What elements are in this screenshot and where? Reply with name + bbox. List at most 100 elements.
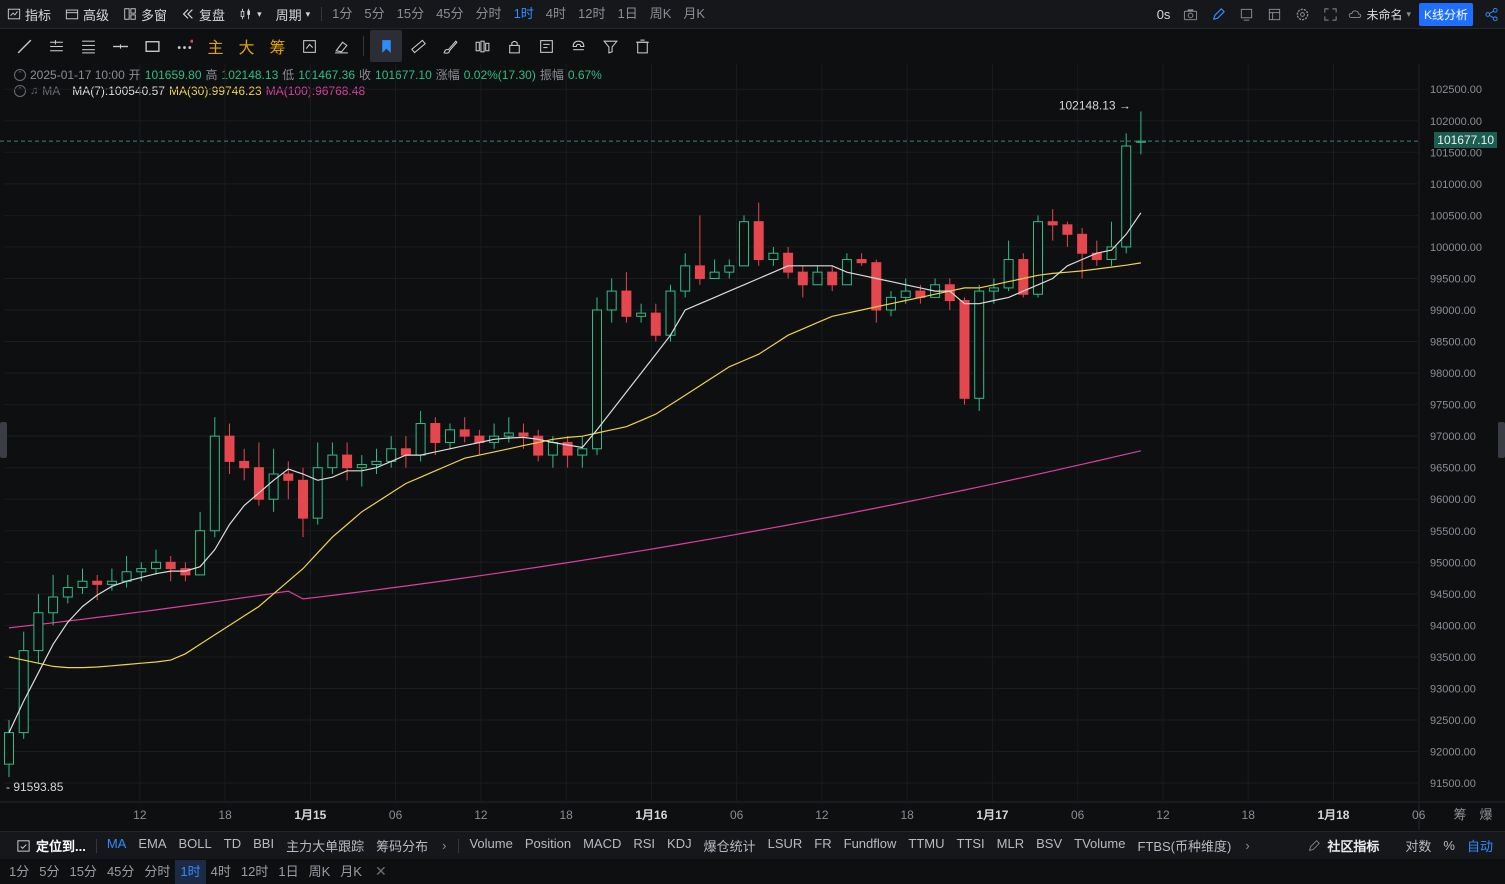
main-indicator-6[interactable]: 筹码分布 [376, 839, 429, 854]
sub-indicator-11[interactable]: MLR [996, 836, 1025, 851]
bell-icon[interactable]: ♫ [30, 85, 39, 97]
sub-indicator-14[interactable]: FTBS(币种维度) [1137, 839, 1232, 854]
sub-indicator-5[interactable]: 爆仓统计 [703, 839, 756, 854]
main-indicator-5[interactable]: 主力大单跟踪 [286, 839, 365, 854]
timeframe-tab-9[interactable]: 周K [649, 6, 672, 21]
trendline-tool-icon[interactable] [8, 30, 40, 62]
main-indicator-1[interactable]: EMA [138, 836, 167, 851]
period-dropdown[interactable]: 周期 ▾ [269, 0, 318, 28]
more-tools-icon[interactable] [168, 30, 200, 62]
sub-indicator-12[interactable]: BSV [1036, 836, 1063, 851]
sub-indicator-9[interactable]: TTMU [908, 836, 945, 851]
timeframe-tab-10[interactable]: 月K [683, 6, 706, 21]
rectangle-tool-icon[interactable] [136, 30, 168, 62]
community-indicator-button[interactable]: 社区指标 [1327, 839, 1380, 854]
edit-icon[interactable] [1307, 839, 1321, 853]
sub-indicator-3[interactable]: RSI [633, 836, 656, 851]
advanced-button[interactable]: 高级 [58, 0, 116, 28]
main-indicator-2[interactable]: BOLL [178, 836, 212, 851]
chip-toggle[interactable]: 筹 [269, 40, 286, 57]
sub-indicator-2[interactable]: MACD [583, 836, 622, 851]
timeframe-tab-5[interactable]: 1时 [513, 6, 534, 21]
bottom-timeframe-tab-8[interactable]: 1日 [278, 863, 299, 879]
brush-icon[interactable] [434, 30, 466, 62]
candle-body [518, 432, 529, 437]
filter-icon[interactable] [594, 30, 626, 62]
eraser-tool-icon[interactable] [325, 30, 357, 62]
main-indicator-0[interactable]: MA [106, 836, 127, 851]
main-indicator-3[interactable]: TD [223, 836, 242, 851]
template-icon[interactable] [1260, 0, 1288, 28]
collapse-icon[interactable]: ⌃ [14, 68, 26, 81]
log-scale-toggle[interactable]: 对数 [1405, 839, 1432, 854]
y-tick-label: 102500.00 [1430, 84, 1482, 96]
sub-indicator-10[interactable]: TTSI [956, 836, 985, 851]
chevron-right-icon[interactable]: › [442, 838, 447, 853]
note-icon[interactable] [530, 30, 562, 62]
bottom-timeframe-tab-4[interactable]: 分时 [144, 863, 171, 879]
magnet-icon[interactable] [562, 30, 594, 62]
ruler-icon[interactable] [402, 30, 434, 62]
percent-scale-toggle[interactable]: % [1443, 838, 1455, 853]
main-indicator-4[interactable]: BBI [253, 836, 275, 851]
multiwindow-button[interactable]: 多窗 [116, 0, 174, 28]
timeframe-tab-2[interactable]: 15分 [396, 6, 425, 21]
bottom-timeframe-tab-5[interactable]: 1时 [175, 859, 206, 884]
sub-indicator-6[interactable]: LSUR [767, 836, 803, 851]
alert-icon[interactable] [1232, 0, 1260, 28]
share-icon[interactable] [1477, 0, 1505, 28]
left-panel-handle[interactable] [0, 422, 7, 458]
locate-button[interactable]: 定位到... [0, 836, 92, 855]
bottom-timeframe-tab-9[interactable]: 周K [308, 863, 331, 879]
candle-type-dropdown[interactable]: ▾ [232, 0, 269, 28]
big-order-toggle[interactable]: 大 [238, 40, 255, 57]
right-panel-handle[interactable] [1498, 422, 1505, 458]
timeframe-tab-1[interactable]: 5分 [364, 6, 385, 21]
sub-indicator-7[interactable]: FR [814, 836, 832, 851]
close-icon[interactable]: ✕ [374, 863, 387, 879]
sub-indicator-13[interactable]: TVolume [1074, 836, 1126, 851]
timeframe-tab-7[interactable]: 12时 [578, 6, 606, 21]
sub-indicator-8[interactable]: Fundflow [843, 836, 897, 851]
bottom-timeframe-tab-1[interactable]: 5分 [39, 863, 60, 879]
main-indicator-list: MA EMA BOLL TD BBI 主力大单跟踪 筹码分布 [101, 836, 434, 855]
candle-body [724, 265, 735, 273]
bottom-timeframe-tab-0[interactable]: 1分 [9, 863, 30, 879]
candle-compare-icon[interactable] [466, 30, 498, 62]
replay-button[interactable]: 复盘 [174, 0, 232, 28]
sync-icon[interactable] [293, 30, 325, 62]
timeframe-tab-6[interactable]: 4时 [545, 6, 567, 21]
main-indicator-toggle[interactable]: 主 [207, 40, 224, 57]
timeframe-tab-8[interactable]: 1日 [617, 6, 638, 21]
y-tick-label: 98000.00 [1430, 368, 1476, 380]
sub-indicator-1[interactable]: Position [524, 836, 572, 851]
kline-analysis-button[interactable]: K线分析 [1418, 2, 1473, 26]
bottom-timeframe-tab-10[interactable]: 月K [340, 863, 362, 879]
bookmark-icon[interactable] [370, 30, 402, 62]
timeframe-tab-4[interactable]: 分时 [475, 6, 502, 21]
fullscreen-icon[interactable] [1316, 0, 1344, 28]
layout-dropdown[interactable]: 未命名 ▾ [1344, 0, 1415, 28]
sub-indicator-0[interactable]: Volume [469, 836, 513, 851]
bottom-timeframe-tab-3[interactable]: 45分 [106, 863, 135, 879]
bottom-timeframe-tab-6[interactable]: 4时 [210, 863, 231, 879]
pen-icon[interactable] [1204, 0, 1232, 28]
parallel-lines-tool-icon[interactable] [40, 30, 72, 62]
timeframe-tab-3[interactable]: 45分 [436, 6, 464, 21]
timeframe-tab-0[interactable]: 1分 [332, 6, 353, 21]
camera-icon[interactable] [1176, 0, 1204, 28]
chevron-right-icon[interactable]: › [1245, 838, 1250, 853]
fib-tool-icon[interactable] [72, 30, 104, 62]
bottom-timeframe-tab-7[interactable]: 12时 [240, 863, 269, 879]
indicator-button[interactable]: 指标 [0, 0, 58, 28]
sub-indicator-4[interactable]: KDJ [667, 836, 692, 851]
collapse-icon[interactable]: ⌃ [14, 85, 26, 97]
candle-body [415, 423, 426, 456]
gear-icon[interactable] [1288, 0, 1316, 28]
trash-icon[interactable] [626, 30, 658, 62]
bottom-timeframe-tab-2[interactable]: 15分 [69, 863, 97, 879]
auto-scale-toggle[interactable]: 自动 [1466, 839, 1493, 854]
lock-icon[interactable] [498, 30, 530, 62]
horizontal-line-tool-icon[interactable] [104, 30, 136, 62]
